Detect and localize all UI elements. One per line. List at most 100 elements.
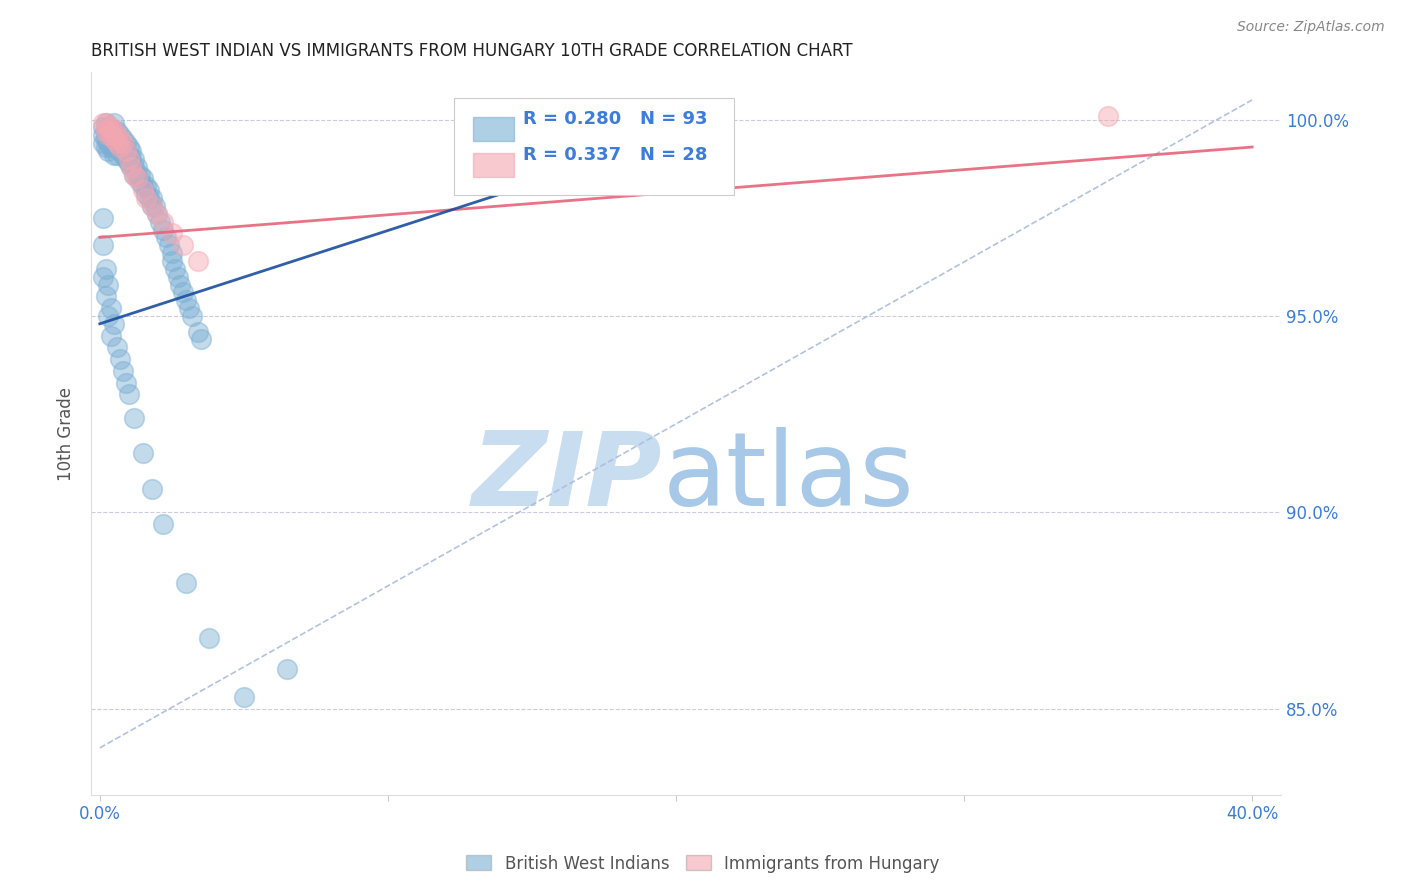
Point [132,446,155,460]
Point [114,152,136,166]
Point [97,309,120,323]
Point [141,482,163,496]
Point [108,136,131,150]
Point [100,328,122,343]
Point [103,116,125,130]
Point [169,277,191,292]
Point [174,293,197,308]
Point [91,136,114,150]
FancyBboxPatch shape [454,98,734,195]
Point [94,132,117,146]
Point [97,128,120,143]
Point [124,160,146,174]
Point [94,261,117,276]
Text: R = 0.337   N = 28: R = 0.337 N = 28 [523,146,707,164]
Point [149,215,172,229]
Point [174,576,197,591]
Text: atlas: atlas [662,426,914,527]
Point [105,124,128,138]
Point [127,168,149,182]
Point [91,238,114,252]
Point [160,246,183,260]
Point [141,191,163,205]
Point [105,128,128,143]
Point [103,140,125,154]
Text: R = 0.280   N = 93: R = 0.280 N = 93 [523,110,707,128]
Point [100,132,122,146]
Point [121,160,143,174]
Point [124,411,146,425]
Point [187,254,209,268]
Point [132,179,155,194]
Point [160,227,183,241]
Point [117,148,139,162]
Y-axis label: 10th Grade: 10th Grade [58,387,75,481]
Point [163,261,186,276]
Point [117,152,139,166]
Point [124,168,146,182]
Point [105,136,128,150]
Point [143,199,166,213]
Point [152,215,174,229]
Point [114,136,136,150]
Point [276,662,298,676]
Point [103,124,125,138]
Point [94,124,117,138]
Point [121,144,143,158]
Point [103,148,125,162]
Point [103,317,125,331]
Point [105,140,128,154]
Text: Source: ZipAtlas.com: Source: ZipAtlas.com [1237,20,1385,34]
Point [111,140,134,154]
Point [232,690,254,704]
Point [105,340,128,354]
Point [94,116,117,130]
Point [129,175,152,189]
Point [100,124,122,138]
Point [108,132,131,146]
Point [135,187,157,202]
FancyBboxPatch shape [472,153,513,178]
Point [146,207,169,221]
Text: ZIP: ZIP [471,426,662,527]
Point [94,124,117,138]
Point [97,136,120,150]
Point [108,144,131,158]
Point [105,132,128,146]
Point [111,136,134,150]
Point [190,333,212,347]
Point [132,171,155,186]
Point [111,148,134,162]
Legend: British West Indians, Immigrants from Hungary: British West Indians, Immigrants from Hu… [460,848,946,880]
Point [103,132,125,146]
Point [114,376,136,390]
Point [91,211,114,225]
Point [117,140,139,154]
Point [177,301,200,315]
Point [94,116,117,130]
Point [97,120,120,135]
Point [121,152,143,166]
Point [100,128,122,143]
Point [91,128,114,143]
Point [155,230,177,244]
Point [152,222,174,236]
Point [129,168,152,182]
Point [157,238,180,252]
Point [94,289,117,303]
Point [181,309,204,323]
Point [94,140,117,154]
Point [135,191,157,205]
Point [187,325,209,339]
Point [172,238,194,252]
Point [108,128,131,143]
Point [100,120,122,135]
Point [103,124,125,138]
Point [105,148,128,162]
Point [103,132,125,146]
Point [127,160,149,174]
Point [132,183,155,197]
Point [160,254,183,268]
Point [141,199,163,213]
Point [91,116,114,130]
